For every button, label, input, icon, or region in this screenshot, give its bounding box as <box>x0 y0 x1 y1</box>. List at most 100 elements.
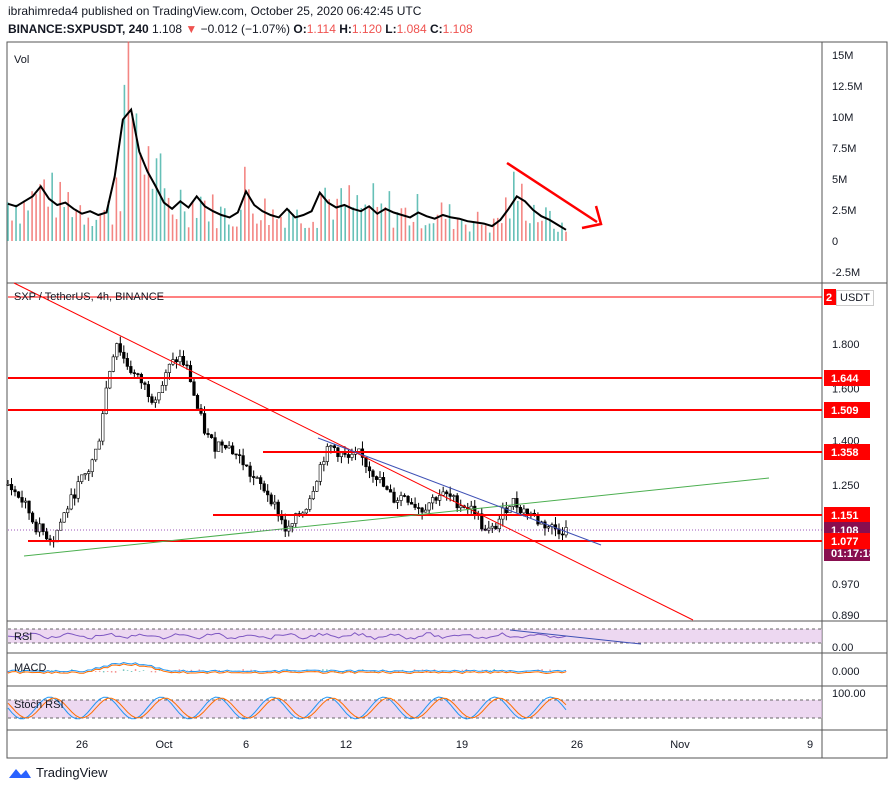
candle-body <box>62 512 66 523</box>
candle-body <box>209 434 214 438</box>
candle-body <box>16 491 21 498</box>
candle-body <box>459 505 463 509</box>
rsi-band <box>8 629 822 643</box>
candle-body <box>434 497 438 501</box>
macd-pane <box>7 661 567 675</box>
volume-down-arrow-shaft <box>506 161 598 224</box>
candle-body <box>315 481 319 492</box>
candle-body <box>231 445 235 455</box>
candle-body <box>188 365 193 383</box>
candle-body <box>490 525 494 529</box>
candle-body <box>34 521 38 533</box>
candle-body <box>80 474 84 482</box>
candle-body <box>45 531 49 540</box>
volume-tick-label: 5M <box>832 174 847 186</box>
rsi-line <box>7 632 567 640</box>
footer-brand[interactable]: TradingView <box>8 765 108 780</box>
candle-body <box>494 525 498 529</box>
price-label-box <box>824 370 870 386</box>
publish-info: ibrahimreda4 published on TradingView.co… <box>8 4 422 18</box>
candle-body <box>515 498 519 508</box>
candle-body <box>115 343 119 358</box>
volume-down-arrow-head-icon <box>581 205 603 230</box>
candle-body <box>525 508 529 515</box>
candle-body <box>374 476 379 480</box>
price-label-box <box>824 507 870 523</box>
price-label-text: 1.644 <box>831 373 859 385</box>
candle-body <box>438 494 442 501</box>
candle-body <box>518 507 522 514</box>
candle-body <box>280 515 284 521</box>
candle-body <box>283 519 287 532</box>
price-change: −0.012 (−1.07%) <box>200 22 291 36</box>
price-label-box <box>824 402 870 418</box>
x-tick-label: 6 <box>243 739 249 751</box>
macd-line <box>7 661 567 673</box>
volume-tick-label: -2.5M <box>832 267 860 279</box>
price-label-text: 1.151 <box>831 510 859 522</box>
candle-body <box>546 526 551 529</box>
candle-body <box>378 477 382 480</box>
candle-body <box>431 497 435 504</box>
candle-body <box>118 343 122 353</box>
high-value: 1.120 <box>351 22 382 36</box>
candle-body <box>311 490 315 500</box>
candle-body <box>227 445 231 449</box>
stoch-k-line <box>7 696 567 720</box>
blue-descending-trendline <box>317 437 602 546</box>
candle-body <box>195 395 200 409</box>
candle-body <box>206 433 210 435</box>
volume-label: Vol <box>14 54 30 66</box>
candle-body <box>37 523 42 533</box>
stoch-rsi-pane <box>7 696 822 720</box>
price-label-box <box>824 444 870 460</box>
candle-body <box>111 356 115 372</box>
candle-body <box>417 507 421 509</box>
candle-body <box>132 372 136 374</box>
candle-body <box>59 521 63 531</box>
candle-body <box>125 358 129 367</box>
candle-body <box>146 384 150 397</box>
candle-body <box>174 359 179 363</box>
chart-frame <box>6 41 888 759</box>
candle-body <box>420 507 424 513</box>
candle-body <box>181 356 186 366</box>
candle-body <box>360 448 365 458</box>
candle-body <box>381 477 386 487</box>
price-label-box <box>824 533 870 549</box>
candle-body <box>157 392 161 401</box>
candle-body <box>23 500 28 503</box>
candle-body <box>122 351 126 359</box>
candle-body <box>97 440 101 450</box>
x-tick-label: Nov <box>670 739 690 751</box>
green-ascending-trendline <box>23 477 770 557</box>
candle-body <box>259 477 263 485</box>
candle-body <box>234 453 238 456</box>
currency-label[interactable]: USDT <box>836 290 874 306</box>
candle-body <box>469 505 473 510</box>
x-tick-label: Oct <box>155 739 172 751</box>
candle-body <box>94 448 98 461</box>
stoch-d-line <box>7 697 567 719</box>
x-tick-label: 26 <box>76 739 88 751</box>
candle-body <box>136 373 140 375</box>
candle-body <box>304 509 308 514</box>
candle-body <box>30 512 35 523</box>
price-label-text: 1.077 <box>831 536 859 548</box>
axes: 15M12.5M10M7.5M5M2.5M0-2.5M1.8001.6001.4… <box>76 50 875 751</box>
candle-body <box>508 506 512 514</box>
candle-body <box>220 441 224 446</box>
candle-body <box>150 396 154 403</box>
candle-body <box>395 500 400 503</box>
price-pane-label: SXP / TetherUS, 4h, BINANCE <box>14 291 164 303</box>
macd-signal-line <box>7 663 567 675</box>
candle-body <box>276 501 280 517</box>
stoch-rsi-label: Stoch RSI <box>14 699 64 711</box>
candle-body <box>364 457 368 468</box>
x-tick-label: 12 <box>340 739 352 751</box>
price-tick-label: 1.250 <box>832 480 860 492</box>
macd-tick-label: 0.000 <box>832 666 860 678</box>
candle-body <box>266 490 270 496</box>
candle-body <box>245 464 249 467</box>
